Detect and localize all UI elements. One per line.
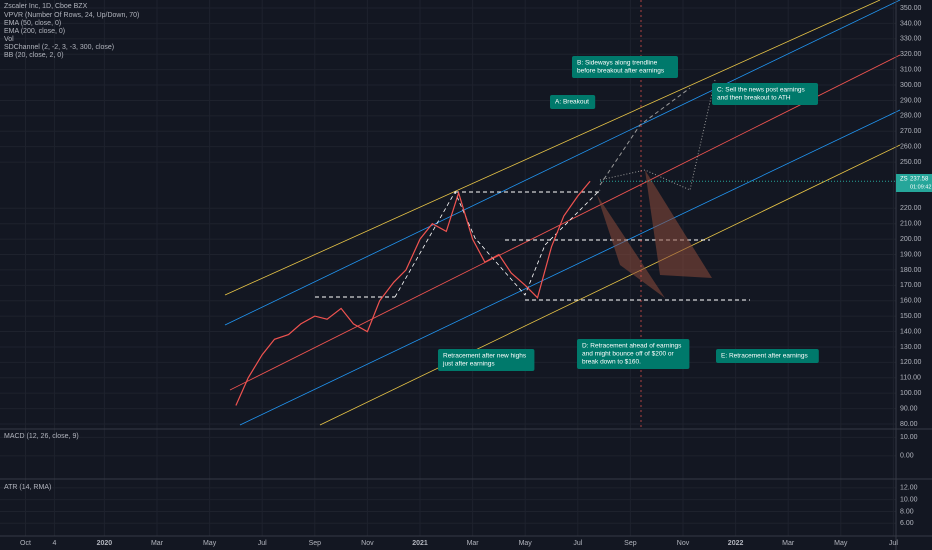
x-tick-label: 2020	[97, 540, 113, 547]
x-tick-label: Nov	[361, 540, 374, 547]
x-tick-label: 4	[52, 540, 56, 547]
y-tick-label: 90.00	[900, 405, 918, 412]
y-tick-label: 120.00	[900, 359, 922, 366]
x-tick-label: Jul	[258, 540, 267, 547]
y-tick-label: 320.00	[900, 51, 922, 58]
x-tick-label: Mar	[467, 540, 480, 547]
last-price-tag	[896, 174, 932, 192]
annotation-text: B: Sideways along trendline	[577, 60, 658, 67]
y-tick-label: 10.00	[900, 497, 918, 504]
y-tick-label: 260.00	[900, 144, 922, 151]
annotation-text: and then breakout to ATH	[717, 95, 791, 102]
indicator-label: EMA (200, close, 0)	[4, 28, 65, 35]
y-tick-label: 200.00	[900, 236, 922, 243]
y-tick-label: 130.00	[900, 344, 922, 351]
y-tick-label: 290.00	[900, 97, 922, 104]
y-tick-label: 100.00	[900, 390, 922, 397]
retracement-d	[597, 195, 665, 298]
x-tick-label: May	[519, 540, 533, 547]
indicator-label: EMA (50, close, 0)	[4, 20, 61, 27]
x-tick-label: Oct	[20, 540, 31, 547]
grid	[0, 0, 896, 536]
x-tick-label: 2022	[728, 540, 744, 547]
annotation-text: break down to $160.	[582, 359, 641, 366]
countdown: 01:09:42	[910, 184, 931, 190]
y-tick-label: 220.00	[900, 205, 922, 212]
y-tick-label: 12.00	[900, 485, 918, 492]
annotation-text: before breakout after earnings	[577, 68, 665, 75]
y-tick-label: 170.00	[900, 282, 922, 289]
x-tick-label: Jul	[889, 540, 898, 547]
annotation-box	[438, 349, 535, 371]
annotation-text: and might bounce off of $200 or	[582, 351, 675, 358]
annotation-box	[712, 83, 818, 105]
x-tick-label: Sep	[624, 540, 637, 547]
annotation-text: Retracement after new highs	[443, 353, 527, 360]
annotation-text: A: Breakout	[555, 99, 589, 106]
annotation-box	[577, 339, 690, 369]
x-tick-label: Mar	[151, 540, 164, 547]
annotation-box	[550, 95, 596, 109]
y-tick-label: 0.00	[900, 453, 914, 460]
y-tick-label: 180.00	[900, 267, 922, 274]
y-tick-label: 140.00	[900, 328, 922, 335]
y-tick-label: 110.00	[900, 375, 921, 382]
y-tick-label: 190.00	[900, 251, 922, 258]
annotation-text: D: Retracement ahead of earnings	[582, 343, 682, 350]
pane-title: ATR (14, RMA)	[4, 484, 51, 491]
channel-lower-outer	[319, 144, 901, 426]
annotation-box	[572, 56, 678, 78]
indicator-label: VPVR (Number Of Rows, 24, Up/Down, 70)	[4, 12, 139, 19]
y-tick-label: 280.00	[900, 113, 922, 120]
x-tick-label: Jul	[573, 540, 582, 547]
y-tick-label: 210.00	[900, 221, 922, 228]
projection-b	[599, 87, 691, 186]
y-tick-label: 250.00	[900, 159, 922, 166]
indicator-label: Vol	[4, 36, 14, 43]
x-tick-label: Sep	[309, 540, 322, 547]
y-tick-label: 270.00	[900, 128, 922, 135]
y-tick-label: 300.00	[900, 82, 922, 89]
pane-title: MACD (12, 26, close, 9)	[4, 433, 79, 440]
annotation-text: E: Retracement after earnings	[721, 353, 808, 360]
price-line	[235, 180, 591, 406]
y-tick-label: 8.00	[900, 508, 914, 515]
annotation-text: C: Sell the news post earnings	[717, 87, 806, 94]
swing	[394, 189, 601, 298]
symbol: ZS	[900, 177, 908, 183]
x-tick-label: May	[203, 540, 217, 547]
y-tick-label: 310.00	[900, 66, 922, 73]
y-tick-label: 6.00	[900, 520, 914, 527]
y-tick-label: 350.00	[900, 5, 922, 12]
channel-middle	[229, 54, 901, 391]
y-tick-label: 150.00	[900, 313, 922, 320]
annotation-box	[716, 349, 819, 363]
y-tick-label: 80.00	[900, 421, 918, 428]
channel-lower-inner	[239, 109, 901, 426]
x-tick-label: May	[834, 540, 848, 547]
channel-upper-outer	[224, 0, 881, 296]
last-price: 237.58	[910, 177, 929, 183]
x-tick-label: Nov	[677, 540, 690, 547]
y-tick-label: 160.00	[900, 298, 922, 305]
y-tick-label: 340.00	[900, 20, 922, 27]
retracement-e	[645, 170, 712, 278]
indicator-label: SDChannel (2, -2, 3, -3, 300, close)	[4, 44, 114, 51]
indicator-label: BB (20, close, 2, 0)	[4, 52, 64, 59]
y-tick-label: 330.00	[900, 36, 922, 43]
y-tick-label: 10.00	[900, 434, 918, 441]
x-tick-label: 2021	[412, 540, 428, 547]
x-tick-label: Mar	[782, 540, 795, 547]
annotation-text: just after earnings	[442, 361, 495, 368]
chart-title: Zscaler Inc, 1D, Cboe BZX	[4, 3, 88, 10]
channel-upper-inner	[224, 0, 901, 326]
